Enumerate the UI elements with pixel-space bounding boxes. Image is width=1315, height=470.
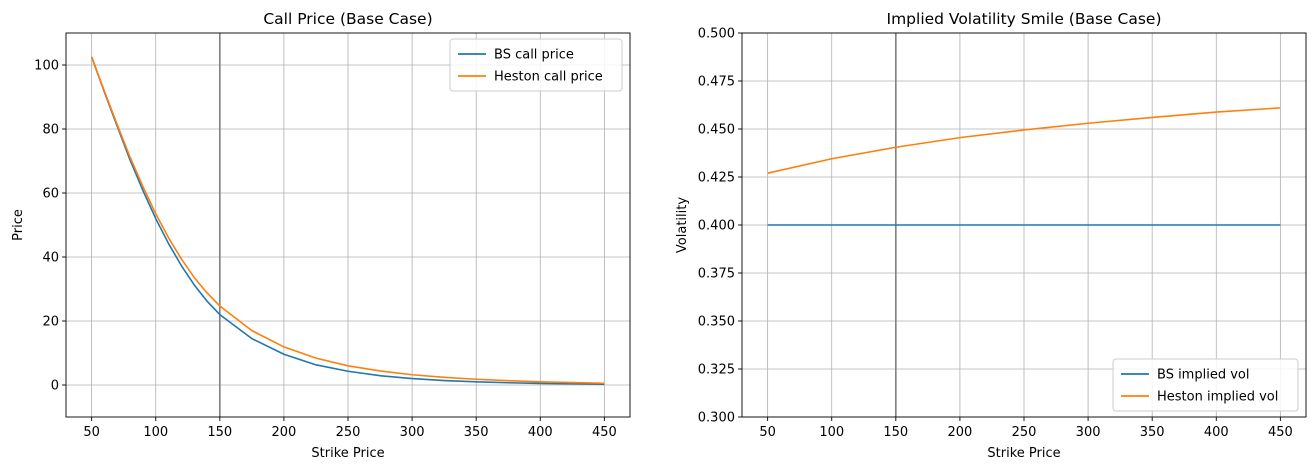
y-tick-label: 0.375 [698, 267, 735, 282]
legend: BS implied vol Heston implied vol [1112, 358, 1299, 412]
x-tick-label: 300 [1076, 425, 1101, 440]
y-tick-label: 0 [51, 379, 59, 394]
x-tick-label: 200 [947, 425, 972, 440]
chart-title: Implied Volatility Smile (Base Case) [887, 10, 1162, 28]
y-axis-label: Price [11, 209, 26, 241]
y-tick-label: 60 [42, 187, 59, 202]
x-tick-label: 200 [271, 425, 296, 440]
x-tick-label: 350 [464, 425, 489, 440]
legend-box [1112, 358, 1299, 412]
y-tick-label: 40 [42, 251, 59, 266]
legend-label-0: BS call price [494, 48, 574, 63]
legend-label-0: BS implied vol [1157, 368, 1249, 383]
y-tick-label: 80 [42, 123, 59, 138]
series-line-0 [90, 56, 605, 385]
x-tick-label: 350 [1140, 425, 1165, 440]
series-line-1 [90, 56, 605, 385]
series-line-1 [767, 107, 1281, 174]
y-tick-label: 0.325 [698, 363, 735, 378]
x-tick-label: 450 [1268, 425, 1293, 440]
legend-box [449, 38, 623, 92]
y-tick-label: 0.400 [698, 219, 735, 234]
implied-vol-chart: 50 100 150 200 250 300 350 400 450 0.300 0.325 0.35… [675, 10, 1307, 461]
x-tick-label: 150 [207, 425, 232, 440]
y-tick-label: 0.350 [698, 315, 735, 330]
x-tick-label: 250 [1012, 425, 1037, 440]
y-tick-label: 20 [42, 315, 59, 330]
y-axis-label: Volatility [675, 197, 690, 253]
x-tick-label: 100 [819, 425, 844, 440]
x-axis-label: Strike Price [987, 446, 1060, 461]
x-tick-label: 450 [592, 425, 617, 440]
x-axis-label: Strike Price [311, 446, 384, 461]
legend-label-1: Heston call price [494, 70, 603, 85]
y-tick-label: 0.500 [698, 27, 735, 42]
legend-label-1: Heston implied vol [1157, 390, 1278, 405]
x-tick-label: 400 [528, 425, 553, 440]
x-tick-label: 300 [400, 425, 425, 440]
x-tick-label: 400 [1204, 425, 1229, 440]
x-tick-label: 50 [759, 425, 776, 440]
x-tick-label: 100 [143, 425, 168, 440]
y-tick-label: 0.450 [698, 123, 735, 138]
call-price-chart: 50 100 150 200 250 300 350 400 450 0 20 40 60 80 100 Ca… [11, 10, 631, 461]
y-tick-label: 0.475 [698, 75, 735, 90]
x-tick-label: 250 [336, 425, 361, 440]
y-tick-label: 0.425 [698, 171, 735, 186]
y-tick-label: 100 [34, 59, 59, 74]
x-tick-label: 150 [883, 425, 908, 440]
y-tick-label: 0.300 [698, 411, 735, 426]
chart-title: Call Price (Base Case) [263, 10, 432, 28]
x-tick-label: 50 [83, 425, 100, 440]
legend: BS call price Heston call price [449, 38, 623, 92]
